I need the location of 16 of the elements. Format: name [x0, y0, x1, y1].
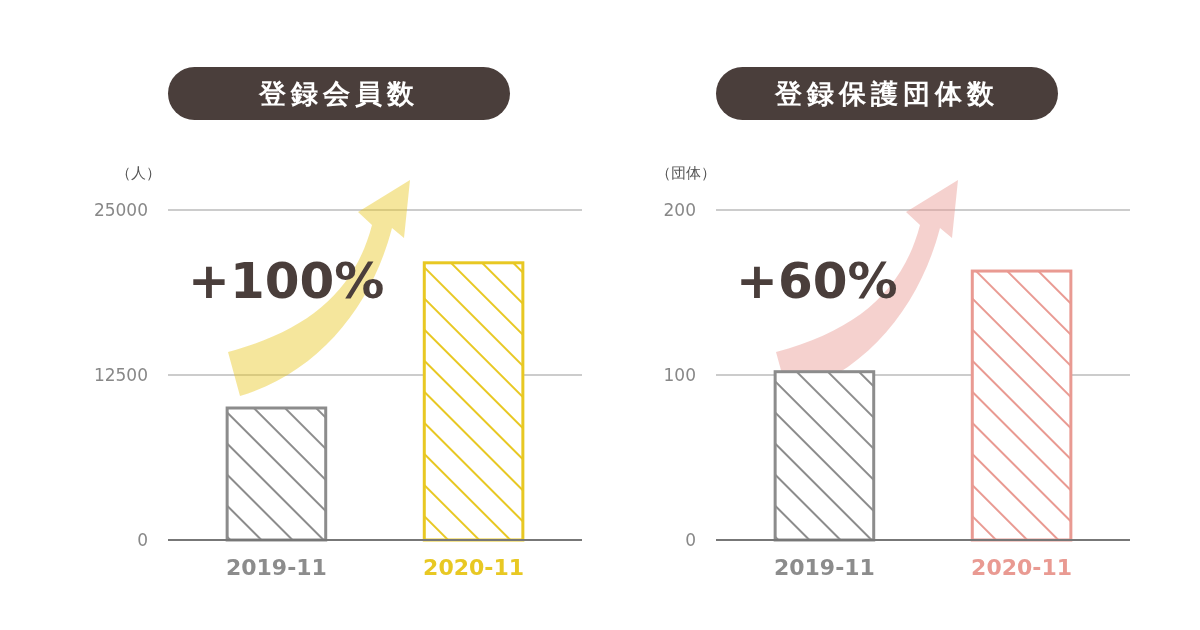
y-axis-title: （団体） [656, 164, 716, 182]
x-tick-label: 2020-11 [423, 555, 525, 580]
x-tick-label: 2020-11 [971, 555, 1073, 580]
y-tick-label: 200 [663, 200, 696, 220]
chart-title: 登録会員数 [258, 78, 419, 109]
y-tick-label: 0 [685, 530, 696, 550]
annotation: +60% [736, 252, 898, 310]
chart-title: 登録保護団体数 [774, 78, 999, 109]
y-tick-label: 12500 [93, 365, 148, 385]
annotation: +100% [188, 252, 385, 310]
x-tick-label: 2019-11 [225, 555, 327, 580]
y-tick-label: 100 [663, 365, 696, 385]
y-axis-title: （人） [115, 164, 161, 182]
y-tick-label: 0 [137, 530, 148, 550]
y-tick-label: 25000 [93, 200, 148, 220]
x-tick-label: 2019-11 [773, 555, 875, 580]
